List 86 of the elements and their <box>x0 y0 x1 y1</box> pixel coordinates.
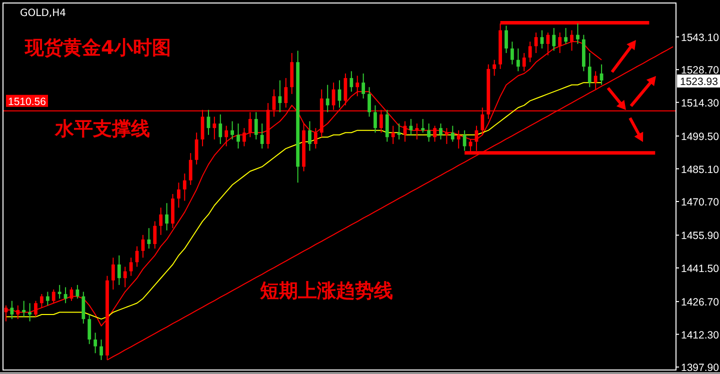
candlestick <box>450 125 454 142</box>
candlestick <box>218 114 222 144</box>
candlestick <box>242 128 246 147</box>
candlestick <box>10 300 14 320</box>
candlestick <box>88 314 92 345</box>
candlestick <box>260 123 264 150</box>
candlestick <box>278 80 282 113</box>
y-tick-label: 1470.70 <box>681 196 720 209</box>
candlestick <box>76 284 80 300</box>
y-tick-label: 1412.30 <box>681 329 720 342</box>
candlestick <box>368 86 371 118</box>
candlestick <box>129 257 133 276</box>
y-tick-label: 1514.30 <box>681 97 720 110</box>
candlestick <box>58 284 62 300</box>
candlestick <box>188 152 192 186</box>
candlestick <box>111 257 115 290</box>
text: 现货黄金4小时图 <box>24 37 172 59</box>
candlestick <box>40 294 44 308</box>
candlestick <box>510 41 514 65</box>
candlestick <box>397 123 401 140</box>
candlestick <box>576 22 580 44</box>
candlestick <box>224 125 228 147</box>
y-tick-label: 1397.90 <box>681 362 720 374</box>
candlestick <box>284 78 288 108</box>
candlestick <box>326 84 330 113</box>
candlestick <box>212 116 216 140</box>
candlestick <box>600 64 604 86</box>
candlestick <box>100 339 103 360</box>
candlestick <box>433 125 436 142</box>
candlestick <box>52 289 56 304</box>
candlestick <box>147 228 151 250</box>
y-tick-label: 1441.50 <box>681 262 720 275</box>
candlestick <box>159 207 163 236</box>
candlestick <box>385 109 389 142</box>
candlestick <box>236 123 240 150</box>
candlestick <box>230 120 234 140</box>
candlestick <box>540 30 544 49</box>
y-tick-label: 1499.50 <box>681 131 720 144</box>
candlestick <box>16 304 20 320</box>
y-tick-label: 1528.70 <box>681 64 720 77</box>
candlestick <box>46 291 50 306</box>
text: GOLD,H4 <box>20 8 66 19</box>
candlestick <box>165 202 168 231</box>
candlestick <box>194 132 198 165</box>
candlestick <box>391 125 395 144</box>
annotation: 短期上涨趋势线 <box>259 280 393 302</box>
candlestick <box>123 266 127 288</box>
candlestick <box>254 112 258 140</box>
candlestick <box>427 123 431 142</box>
candlestick <box>594 70 598 90</box>
candlestick <box>28 302 32 322</box>
candlestick <box>94 332 98 354</box>
candlestick <box>439 123 442 140</box>
candlestick <box>22 300 26 318</box>
candlestick <box>552 28 556 52</box>
candlestick <box>374 104 377 134</box>
candlestick <box>182 173 186 202</box>
y-tick-label: 1543.10 <box>681 32 720 44</box>
candlestick <box>504 25 508 54</box>
candlestick <box>82 291 86 324</box>
y-tick-label: 1455.90 <box>681 230 720 242</box>
candlestick <box>588 52 592 88</box>
candlestick <box>462 130 466 152</box>
candlestick <box>34 300 38 318</box>
candlestick <box>356 75 360 97</box>
candlestick <box>445 128 448 144</box>
candlestick <box>492 59 496 76</box>
candlestick <box>153 220 157 250</box>
candlestick <box>421 118 425 134</box>
text: 1523.93 <box>680 76 718 88</box>
annotation: 水平支撑线 <box>54 118 150 140</box>
candlestick <box>117 254 121 286</box>
candlestick <box>456 130 460 150</box>
candlestick <box>314 128 318 150</box>
candlestick <box>176 182 180 208</box>
y-tick-label: 1485.10 <box>681 164 720 176</box>
candlestick <box>415 123 419 140</box>
candlestick <box>528 41 532 63</box>
candlestick <box>516 48 520 72</box>
candlestick <box>522 52 526 72</box>
candlestick <box>350 70 354 92</box>
y-tick-label: 1426.70 <box>681 296 720 309</box>
candlestick <box>362 72 366 99</box>
candlestick <box>564 28 568 44</box>
ref-line-label: 1510.56 <box>8 96 46 108</box>
candlestick <box>308 120 312 152</box>
